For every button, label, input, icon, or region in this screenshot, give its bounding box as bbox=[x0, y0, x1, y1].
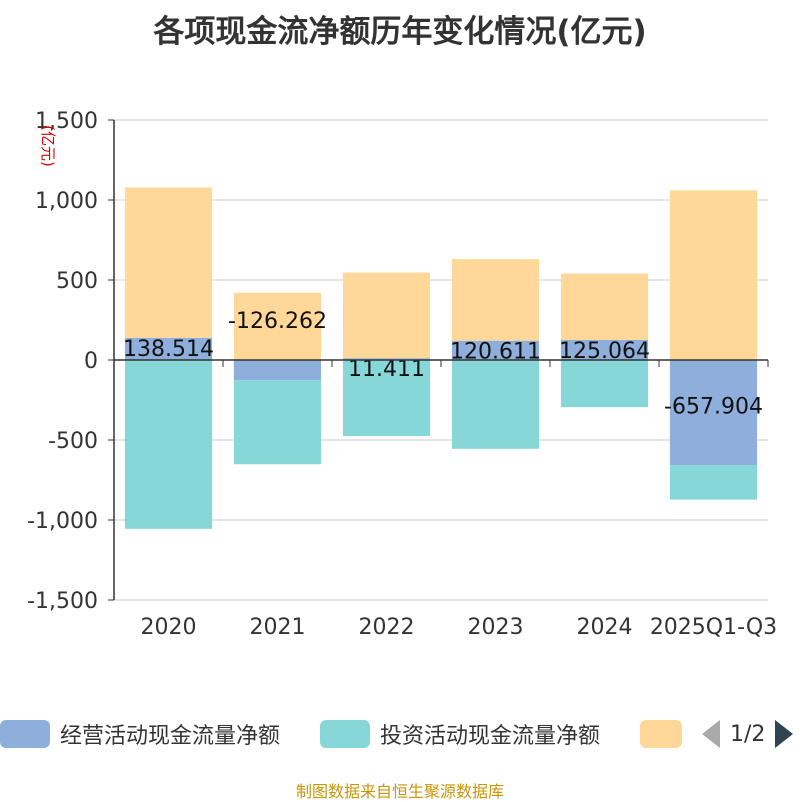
legend-item-investing[interactable]: 投资活动现金流量净额 bbox=[320, 712, 600, 756]
legend-item-financing[interactable] bbox=[640, 712, 692, 756]
bar-operating bbox=[233, 360, 322, 381]
bar-financing bbox=[233, 292, 322, 360]
legend-item-operating[interactable]: 经营活动现金流量净额 bbox=[0, 712, 280, 756]
data-label: -126.262 bbox=[228, 309, 327, 334]
prev-page-icon[interactable] bbox=[702, 720, 720, 748]
bar-operating bbox=[342, 358, 431, 360]
x-tick-label: 2023 bbox=[468, 615, 524, 640]
bar-investing bbox=[342, 360, 431, 436]
data-source: 制图数据来自恒生聚源数据库 bbox=[295, 782, 504, 801]
data-label: 11.411 bbox=[348, 357, 425, 382]
legend: 经营活动现金流量净额 投资活动现金流量净额 bbox=[0, 712, 800, 756]
bar-investing bbox=[124, 360, 213, 529]
y-tick-label: 500 bbox=[56, 269, 98, 294]
x-tick-label: 2020 bbox=[141, 615, 197, 640]
bar-investing bbox=[233, 380, 322, 465]
x-tick-label: 2021 bbox=[250, 615, 306, 640]
legend-page-number: 1/2 bbox=[730, 721, 766, 747]
bar-investing bbox=[560, 360, 649, 408]
data-label: -657.904 bbox=[664, 394, 763, 419]
bar-operating bbox=[124, 337, 213, 360]
bar-financing bbox=[669, 190, 758, 360]
bar-financing bbox=[451, 259, 540, 341]
chart-svg: 1,500 1,000 500 0 -500 -1,000 -1,500 (亿元) 138.51… bbox=[27, 109, 777, 640]
bar-financing bbox=[124, 187, 213, 338]
x-tick-label: 2025Q1-Q3 bbox=[650, 615, 777, 640]
y-unit-label: (亿元) bbox=[39, 125, 57, 167]
bar-operating bbox=[669, 360, 758, 466]
next-page-icon[interactable] bbox=[775, 720, 794, 748]
legend-label-operating: 经营活动现金流量净额 bbox=[60, 724, 281, 749]
y-tick-label: -500 bbox=[48, 429, 98, 454]
x-tick-label: 2022 bbox=[359, 615, 415, 640]
bar-financing bbox=[560, 273, 649, 340]
y-tick-label: -1,500 bbox=[27, 589, 98, 614]
data-label: 120.611 bbox=[450, 340, 541, 365]
bar-operating bbox=[451, 340, 540, 360]
bar-investing bbox=[451, 360, 540, 449]
chart-title: 各项现金流净额历年变化情况(亿元) bbox=[153, 14, 647, 50]
y-tick-label: -1,000 bbox=[27, 509, 98, 534]
legend-label-investing: 投资活动现金流量净额 bbox=[380, 724, 601, 749]
bar-operating bbox=[560, 339, 649, 360]
legend-pager: 1/2 bbox=[700, 712, 800, 756]
y-tick-label: 0 bbox=[84, 349, 98, 374]
data-label: 138.514 bbox=[123, 337, 214, 362]
legend-swatch-operating bbox=[0, 720, 50, 748]
legend-swatch-investing bbox=[320, 720, 370, 748]
legend-swatch-financing bbox=[640, 720, 682, 748]
bar-financing bbox=[342, 272, 431, 359]
y-tick-label: 1,000 bbox=[35, 189, 98, 214]
bar-investing bbox=[669, 465, 758, 500]
x-tick-label: 2024 bbox=[577, 615, 633, 640]
y-tick-label: 1,500 bbox=[35, 109, 98, 134]
